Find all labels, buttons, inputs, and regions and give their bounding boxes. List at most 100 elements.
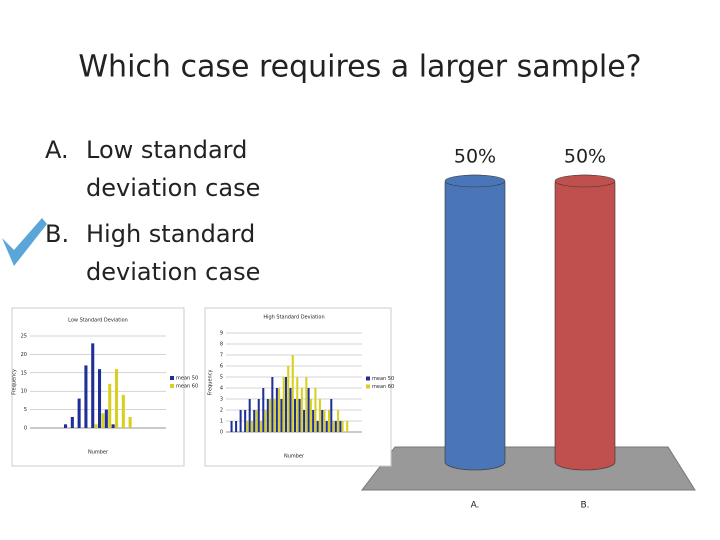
bar <box>328 410 331 432</box>
bar <box>339 421 342 432</box>
value-label: 50% <box>454 146 496 168</box>
bar-top <box>444 174 506 188</box>
bar <box>316 421 319 432</box>
y-axis-label: Frequency <box>208 370 214 396</box>
y-tick-label: 5 <box>24 407 27 413</box>
x-axis-label: Number <box>284 454 305 460</box>
bar <box>64 424 68 428</box>
bar <box>111 424 115 428</box>
y-tick-label: 10 <box>21 389 27 395</box>
bar <box>250 421 253 432</box>
bar <box>269 399 272 432</box>
bar <box>278 388 281 432</box>
option-text: Low standard <box>86 136 247 164</box>
bar <box>323 410 326 432</box>
bar <box>104 409 108 428</box>
bar <box>341 421 344 432</box>
legend-label: mean 60 <box>372 384 394 390</box>
y-tick-label: 9 <box>220 331 223 337</box>
bar <box>296 377 299 432</box>
x-tick-label: A. <box>471 501 480 511</box>
bar <box>325 421 328 432</box>
bar <box>309 399 312 432</box>
bar <box>77 398 81 428</box>
y-tick-label: 0 <box>220 430 223 436</box>
bar <box>70 416 74 428</box>
bar <box>280 399 283 432</box>
bar <box>108 383 112 428</box>
bar <box>246 421 249 432</box>
bar <box>321 410 324 432</box>
bar <box>98 369 102 428</box>
legend-swatch <box>366 376 370 381</box>
legend-swatch <box>170 376 174 380</box>
options: A. Low standard deviation case B. High s… <box>45 136 260 286</box>
bar <box>289 388 292 432</box>
chart-title: High Standard Deviation <box>263 315 324 321</box>
bar <box>300 388 303 432</box>
option-text: deviation case <box>86 258 260 286</box>
y-axis-label: Frequency <box>12 369 18 395</box>
legend-label: mean 50 <box>372 376 394 382</box>
bar <box>291 355 294 432</box>
bar <box>303 410 306 432</box>
value-label: 50% <box>564 146 606 168</box>
option-letter: A. <box>45 136 69 164</box>
bar <box>287 366 290 432</box>
y-tick-label: 0 <box>24 426 27 432</box>
bar <box>230 421 233 432</box>
bar <box>294 399 297 432</box>
bar <box>314 388 317 432</box>
bar <box>91 343 95 428</box>
bar <box>282 377 285 432</box>
bar <box>101 413 105 428</box>
legend-label: mean 50 <box>176 376 198 382</box>
y-tick-label: 4 <box>220 386 223 392</box>
bar <box>330 399 333 432</box>
bar <box>115 369 119 428</box>
bar <box>346 421 349 432</box>
option-text: High standard <box>86 220 255 248</box>
bar <box>337 410 340 432</box>
y-tick-label: 5 <box>220 375 223 381</box>
bar <box>298 399 301 432</box>
bar <box>554 174 616 471</box>
legend-swatch <box>170 384 174 388</box>
bar <box>307 388 310 432</box>
bar <box>332 421 335 432</box>
option-text: deviation case <box>86 174 260 202</box>
bar <box>273 399 276 432</box>
bar <box>235 421 238 432</box>
bar <box>253 410 256 432</box>
check-mark <box>2 218 47 266</box>
bar <box>305 377 308 432</box>
bar <box>94 424 98 428</box>
bar <box>266 399 269 432</box>
bar-top <box>554 174 616 188</box>
bar <box>318 399 321 432</box>
bar <box>334 421 337 432</box>
legend-label: mean 60 <box>176 384 198 390</box>
x-axis-label: Number <box>88 450 109 456</box>
bar <box>248 399 251 432</box>
slide-title: Which case requires a larger sample? <box>78 50 641 85</box>
y-tick-label: 7 <box>220 353 223 359</box>
y-tick-label: 20 <box>21 352 27 358</box>
y-tick-label: 1 <box>220 419 223 425</box>
y-tick-label: 2 <box>220 408 223 414</box>
x-tick-label: B. <box>580 501 589 511</box>
bar <box>239 410 242 432</box>
bar <box>244 410 247 432</box>
chart-floor <box>360 446 696 491</box>
bar <box>262 388 265 432</box>
bar <box>444 174 506 471</box>
bar <box>271 377 274 432</box>
bar <box>255 410 258 432</box>
bar <box>121 394 125 428</box>
y-tick-label: 15 <box>21 370 27 376</box>
bar <box>284 377 287 432</box>
y-tick-label: 3 <box>220 397 223 403</box>
bar <box>84 365 88 428</box>
y-tick-label: 6 <box>220 364 223 370</box>
